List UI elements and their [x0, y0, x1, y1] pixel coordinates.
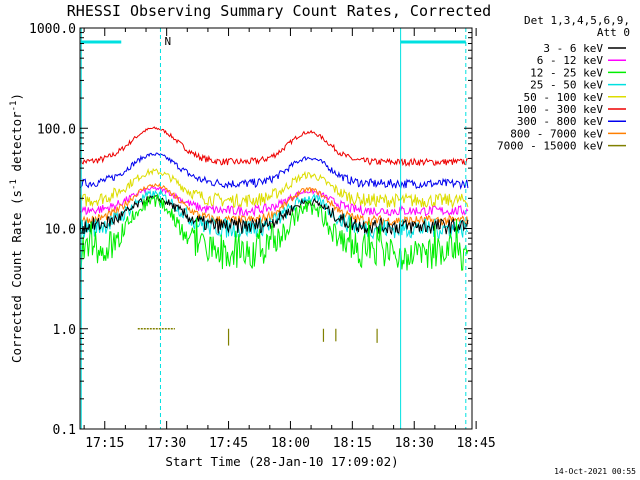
- x-tick-label: 17:30: [147, 436, 186, 451]
- legend-label: 25 - 50 keV: [530, 79, 603, 92]
- y-tick-label: 100.0: [37, 122, 76, 137]
- x-axis: 17:15 17:30 17:45 18:00 18:15 18:30 18:45: [83, 28, 496, 451]
- legend-label: 7000 - 15000 keV: [497, 140, 603, 153]
- x-tick-label: 18:30: [395, 436, 434, 451]
- series-line: [79, 152, 469, 190]
- x-tick-label: 18:15: [333, 436, 372, 451]
- series-line: [79, 192, 469, 271]
- legend-label: 100 - 300 keV: [517, 103, 603, 116]
- x-tick-label: 17:45: [209, 436, 248, 451]
- y-tick-label: 10.0: [45, 223, 76, 238]
- chart-title: RHESSI Observing Summary Count Rates, Co…: [67, 2, 491, 20]
- legend-header-1: Det 1,3,4,5,6,9,: [524, 14, 630, 27]
- x-axis-label: Start Time (28-Jan-10 17:09:02): [165, 454, 398, 469]
- x-tick-label: 18:00: [271, 436, 310, 451]
- timestamp: 14-Oct-2021 00:55: [554, 467, 636, 476]
- series-line: [79, 167, 469, 209]
- series-line: [79, 185, 469, 218]
- orbit-markers: N: [80, 28, 467, 429]
- series-line: [79, 126, 468, 168]
- legend-label: 800 - 7000 keV: [510, 127, 603, 140]
- y-tick-label: 1.0: [53, 323, 76, 338]
- night-label: N: [164, 35, 171, 48]
- y-axis-label-sup2: -1: [9, 101, 19, 112]
- y-tick-label: 1000.0: [29, 22, 76, 37]
- y-axis-label-end: ): [9, 93, 24, 101]
- legend-header-2: Att 0: [597, 26, 630, 39]
- x-tick-label: 17:15: [85, 436, 124, 451]
- y-tick-label: 0.1: [53, 423, 76, 438]
- legend-label: 12 - 25 keV: [530, 66, 603, 79]
- y-axis-label-mid: detector: [9, 111, 24, 179]
- y-axis-label-sup1: -1: [9, 179, 19, 190]
- legend-label: 6 - 12 keV: [537, 54, 604, 67]
- x-tick-label: 18:45: [457, 436, 496, 451]
- series-layer: [79, 126, 469, 346]
- legend-label: 3 - 6 keV: [543, 42, 603, 55]
- legend-label: 300 - 800 keV: [517, 115, 603, 128]
- legend-label: 50 - 100 keV: [524, 91, 604, 104]
- y-axis-label: Corrected Count Rate (s-1 detector-1): [9, 93, 24, 363]
- y-axis-label-base: Corrected Count Rate (s: [9, 190, 24, 363]
